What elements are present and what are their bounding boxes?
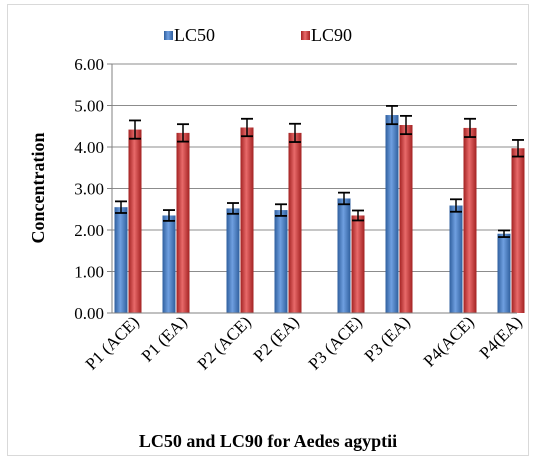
x-tick-label: P2 (ACE) bbox=[194, 312, 255, 373]
bar-lc90-2 bbox=[240, 127, 254, 314]
legend: LC50 LC90 bbox=[164, 25, 352, 45]
y-tick-label: 4.00 bbox=[74, 138, 104, 157]
x-tick-label: P4(ACE) bbox=[420, 312, 478, 370]
bar-lc90-1 bbox=[176, 132, 190, 313]
bar-lc90-6 bbox=[463, 127, 477, 313]
chart-title: LC50 and LC90 for Aedes agyptii bbox=[139, 431, 397, 451]
bar-lc50-2 bbox=[226, 208, 240, 313]
bars bbox=[114, 115, 525, 314]
y-tick-label: 2.00 bbox=[74, 221, 104, 240]
x-axis-ticks: P1 (ACE)P1 (EA) P2 (ACE)P2 (EA) P3 (ACE)P3… bbox=[82, 312, 526, 373]
y-tick-label: 1.00 bbox=[74, 263, 104, 282]
error-bars bbox=[115, 105, 524, 238]
bar-lc90-5 bbox=[399, 125, 413, 313]
bar-lc90-3 bbox=[288, 132, 302, 313]
y-axis-ticks: 0.00 1.00 2.00 3.00 4.00 5.00 6.00 bbox=[74, 55, 112, 323]
y-tick-label: 5.00 bbox=[74, 97, 104, 116]
x-tick-label: P1 (EA) bbox=[138, 312, 191, 365]
bar-lc50-3 bbox=[274, 210, 288, 313]
y-axis-title: Concentration bbox=[28, 133, 48, 244]
bar-lc50-1 bbox=[162, 215, 176, 313]
bar-lc50-0 bbox=[114, 207, 128, 313]
bar-lc90-0 bbox=[128, 129, 142, 313]
legend-swatch-lc50 bbox=[164, 31, 173, 40]
bar-lc90-4 bbox=[351, 215, 365, 313]
x-tick-label: P4(EA) bbox=[476, 312, 526, 362]
bar-lc50-4 bbox=[337, 198, 351, 313]
legend-label-lc90: LC90 bbox=[311, 25, 352, 45]
legend-label-lc50: LC50 bbox=[174, 25, 215, 45]
x-tick-label: P3 (ACE) bbox=[305, 312, 366, 373]
y-tick-label: 6.00 bbox=[74, 55, 104, 74]
bar-lc50-5 bbox=[385, 115, 399, 313]
x-tick-label: P3 (EA) bbox=[361, 312, 414, 365]
x-tick-label: P2 (EA) bbox=[250, 312, 303, 365]
bar-lc50-7 bbox=[497, 233, 511, 313]
bar-lc50-6 bbox=[449, 205, 463, 313]
y-tick-label: 3.00 bbox=[74, 180, 104, 199]
y-tick-label: 0.00 bbox=[74, 304, 104, 323]
bar-lc90-7 bbox=[511, 148, 525, 313]
legend-swatch-lc90 bbox=[301, 31, 310, 40]
